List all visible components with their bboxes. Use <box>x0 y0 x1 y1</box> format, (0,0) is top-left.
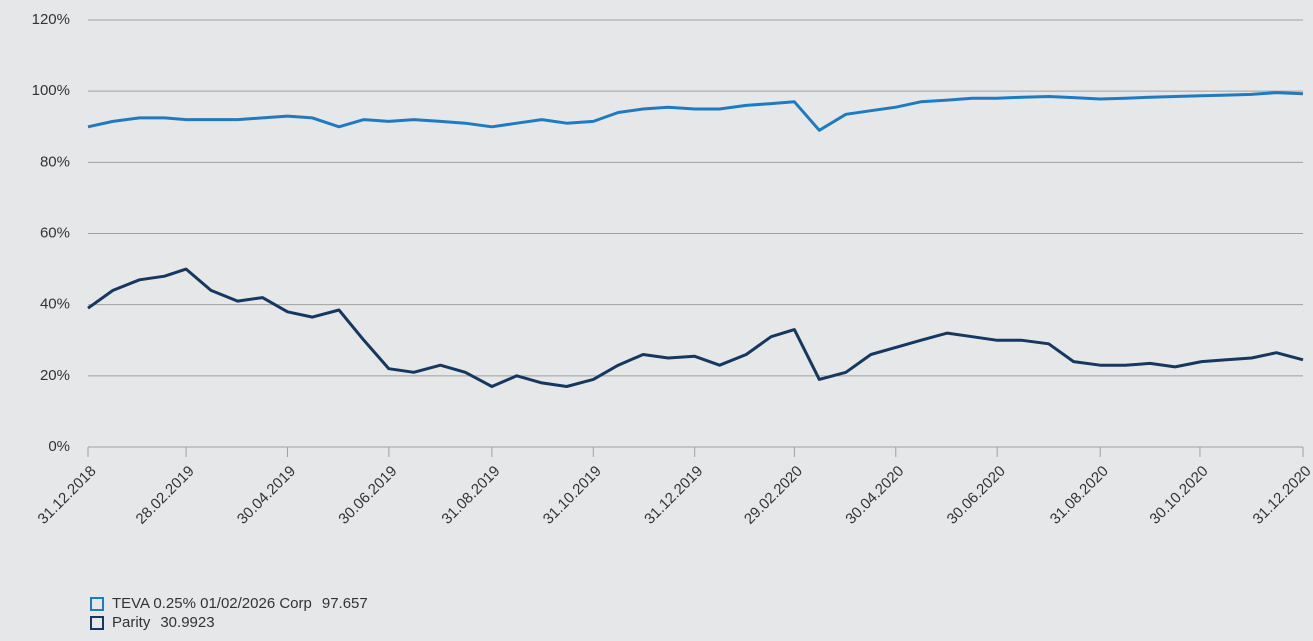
x-tick-label: 30.04.2019 <box>234 463 299 528</box>
x-tick-label: 31.08.2020 <box>1047 463 1112 528</box>
x-tick-label: 30.06.2019 <box>335 463 400 528</box>
y-tick-label: 0% <box>48 438 70 455</box>
x-tick-label: 30.04.2020 <box>842 463 907 528</box>
series-line <box>87 91 1304 132</box>
y-tick-label: 100% <box>32 82 70 99</box>
legend-label: Parity 30.9923 <box>112 614 215 631</box>
x-tick-label: 31.12.2019 <box>641 463 706 528</box>
x-tick-label: 31.12.2018 <box>35 463 100 528</box>
legend-name: TEVA 0.25% 01/02/2026 Corp <box>112 595 312 612</box>
legend-value: 30.9923 <box>160 614 214 631</box>
y-tick-label: 80% <box>40 153 70 170</box>
y-tick-label: 120% <box>32 11 70 28</box>
y-tick-label: 60% <box>40 224 70 241</box>
x-tick-label: 31.08.2019 <box>438 463 503 528</box>
x-tick-label: 30.10.2020 <box>1146 463 1211 528</box>
legend-swatch <box>90 616 104 630</box>
series-line <box>87 267 1304 388</box>
x-tick-label: 28.02.2019 <box>133 463 198 528</box>
legend-name: Parity <box>112 614 151 631</box>
x-tick-label: 31.12.2020 <box>1250 463 1313 528</box>
x-tick-label: 30.06.2020 <box>944 463 1009 528</box>
x-tick-label: 29.02.2020 <box>741 463 806 528</box>
legend-label: TEVA 0.25% 01/02/2026 Corp 97.657 <box>112 595 368 612</box>
y-tick-label: 20% <box>40 367 70 384</box>
x-tick-label: 31.10.2019 <box>540 463 605 528</box>
legend-swatch <box>90 597 104 611</box>
y-tick-label: 40% <box>40 296 70 313</box>
legend-value: 97.657 <box>322 595 368 612</box>
